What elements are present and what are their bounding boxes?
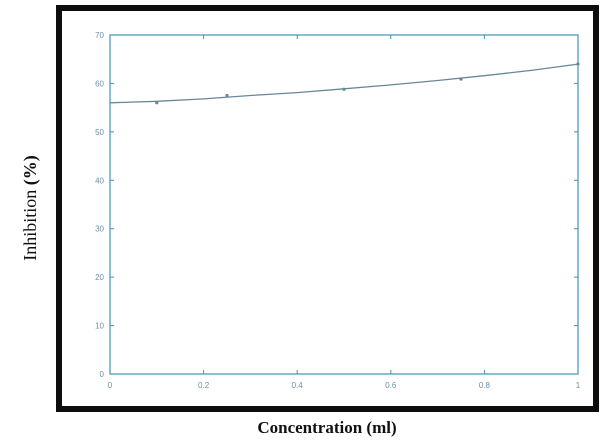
y-tick-label: 20 xyxy=(95,273,104,282)
y-tick-label: 0 xyxy=(100,370,105,379)
y-tick-label: 10 xyxy=(95,322,104,331)
y-axis-label: Inhibition (%) xyxy=(20,155,41,261)
chart-frame xyxy=(59,8,596,409)
data-point xyxy=(342,88,345,91)
x-axis-label: Concentration (ml) xyxy=(257,418,396,437)
y-tick-label: 30 xyxy=(95,225,104,234)
y-tick-label: 40 xyxy=(95,176,104,185)
y-tick-label: 60 xyxy=(95,79,104,88)
y-axis-unit: (%) xyxy=(20,155,41,185)
x-tick-label: 0.4 xyxy=(292,381,304,390)
y-tick-label: 70 xyxy=(95,31,104,40)
x-tick-label: 0.2 xyxy=(198,381,210,390)
x-tick-label: 0.6 xyxy=(385,381,397,390)
y-tick-label: 50 xyxy=(95,128,104,137)
x-tick-label: 0 xyxy=(108,381,113,390)
x-tick-label: 1 xyxy=(576,381,581,390)
data-point xyxy=(155,101,158,104)
data-point xyxy=(459,77,462,80)
data-point xyxy=(225,94,228,97)
data-point xyxy=(576,62,579,65)
x-tick-label: 0.8 xyxy=(479,381,491,390)
